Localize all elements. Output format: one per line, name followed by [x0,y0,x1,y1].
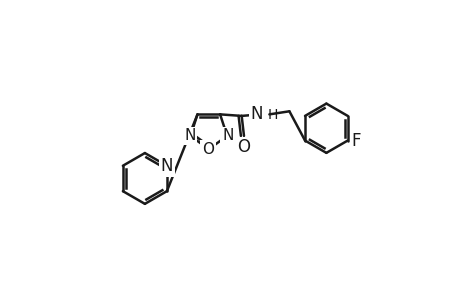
Text: F: F [351,131,360,149]
Text: N: N [250,105,263,123]
Text: N: N [160,157,173,175]
Text: N: N [222,128,233,143]
Text: H: H [267,108,278,122]
Text: O: O [202,142,213,157]
Text: N: N [184,128,195,143]
Text: O: O [237,138,250,156]
